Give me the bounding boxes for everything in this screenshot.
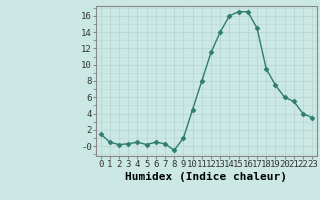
X-axis label: Humidex (Indice chaleur): Humidex (Indice chaleur) (125, 172, 287, 182)
